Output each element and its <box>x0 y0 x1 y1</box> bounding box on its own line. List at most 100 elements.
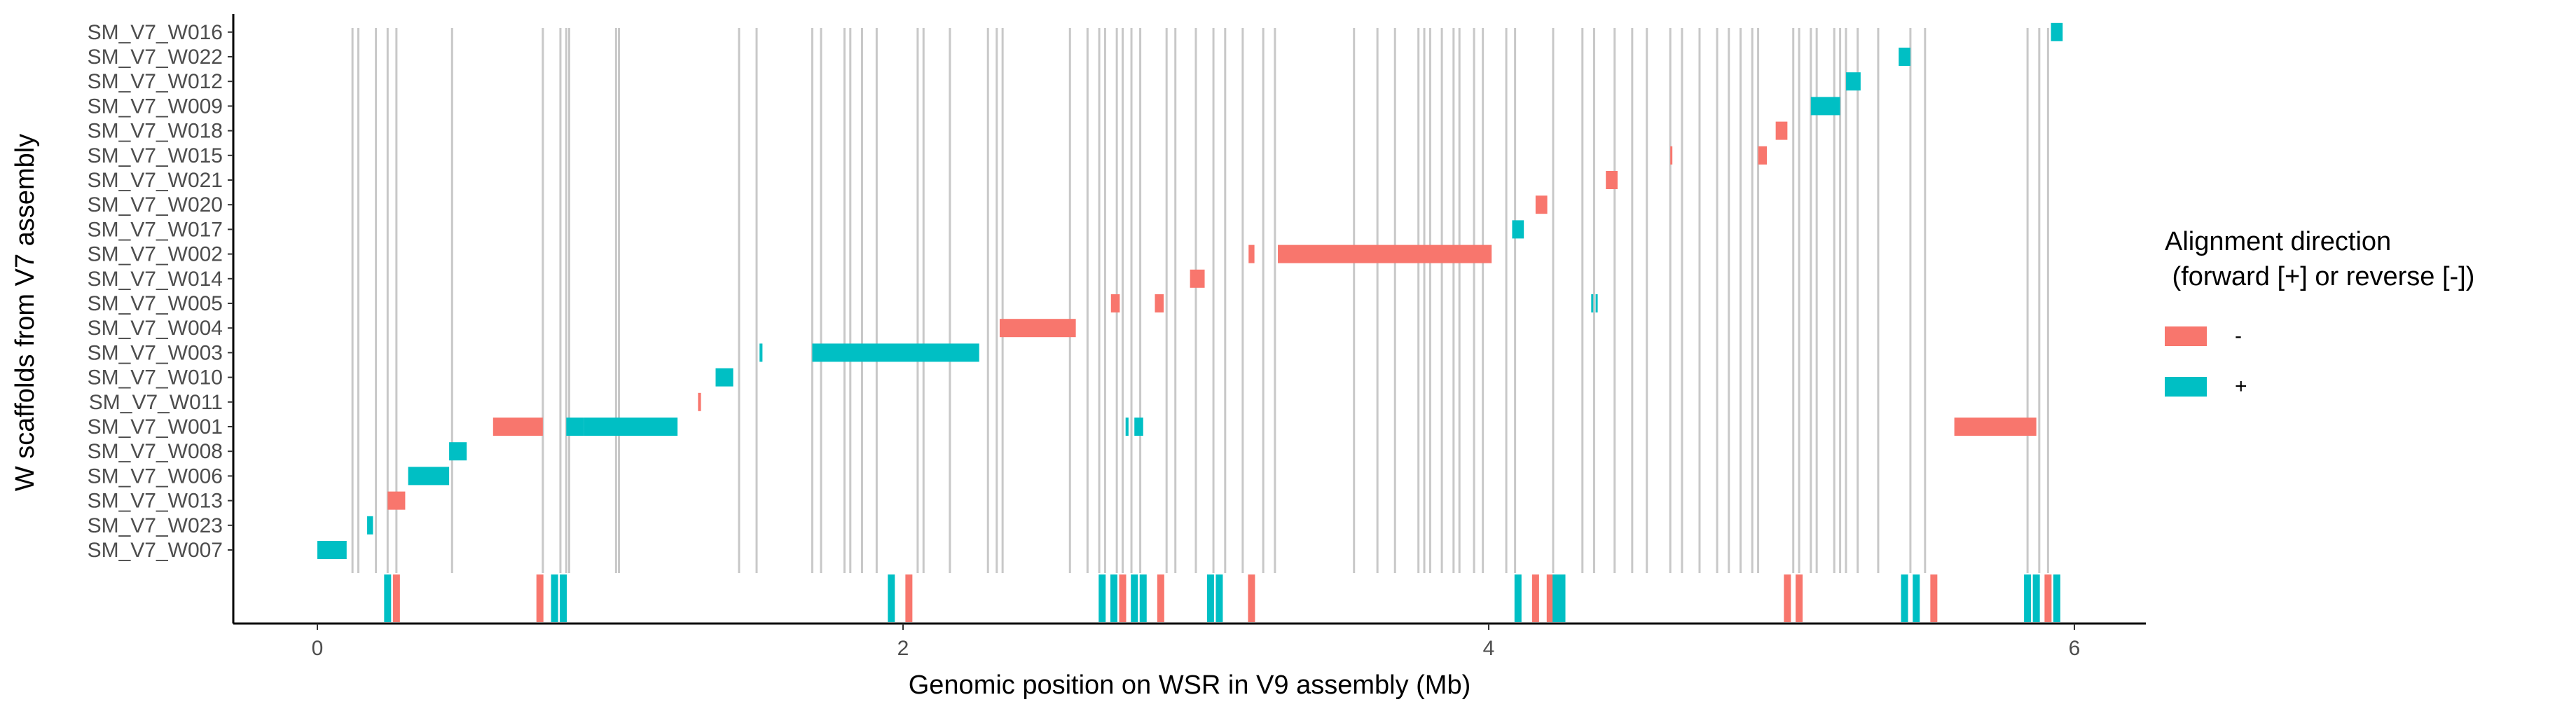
rug-tick <box>1215 574 1223 622</box>
y-axis-title: W scaffolds from V7 assembly <box>11 134 40 491</box>
alignment-segment <box>1954 418 2037 436</box>
alignment-segment <box>1535 195 1548 214</box>
rug-tick <box>392 574 400 622</box>
alignment-segment <box>1758 146 1768 165</box>
y-tick-label: SM_V7_W007 <box>88 539 223 562</box>
rug-tick <box>1206 574 1214 622</box>
alignment-segment <box>449 442 467 461</box>
alignment-segment <box>812 343 979 362</box>
rug-tick <box>1157 574 1164 622</box>
alignment-segments <box>317 22 2063 559</box>
rug-tick <box>2044 574 2052 622</box>
y-tick-labels: SM_V7_W007SM_V7_W023SM_V7_W013SM_V7_W006… <box>88 21 233 562</box>
axes <box>232 14 2146 625</box>
alignment-segment <box>1248 245 1255 263</box>
alignment-segment <box>759 343 763 362</box>
rug-tick <box>1098 574 1106 622</box>
legend-label-forward: + <box>2235 375 2247 398</box>
rug-tick <box>560 574 567 622</box>
rug-tick <box>2032 574 2040 622</box>
rug-tick <box>1796 574 1803 622</box>
y-tick-label: SM_V7_W008 <box>88 440 223 463</box>
alignment-segment <box>367 516 373 535</box>
rug-tick <box>1558 574 1566 622</box>
y-tick-label: SM_V7_W012 <box>88 70 223 93</box>
y-tick-label: SM_V7_W013 <box>88 490 223 513</box>
rug-tick <box>1131 574 1138 622</box>
y-tick-label: SM_V7_W005 <box>88 292 223 315</box>
rug-tick <box>551 574 558 622</box>
alignment-segment <box>1110 294 1120 312</box>
y-tick-label: SM_V7_W006 <box>88 464 223 488</box>
alignment-segment <box>715 368 733 387</box>
x-ticks: 0 2 4 6 <box>312 624 2081 660</box>
y-tick-label: SM_V7_W015 <box>88 144 223 167</box>
alignment-segment <box>1125 418 1129 436</box>
alignment-segment <box>1810 97 1840 116</box>
legend-key-reverse <box>2165 326 2207 346</box>
rug-tick <box>1119 574 1127 622</box>
y-tick-label: SM_V7_W014 <box>88 268 223 291</box>
alignment-segment <box>408 467 450 486</box>
alignment-segment <box>566 418 584 436</box>
y-tick-label: SM_V7_W018 <box>88 120 223 143</box>
y-tick-label: SM_V7_W003 <box>88 341 223 364</box>
rug-tick <box>1139 574 1147 622</box>
alignment-segment <box>1775 121 1788 140</box>
rug-tick <box>536 574 544 622</box>
legend: Alignment direction (forward [+] or reve… <box>2165 224 2557 412</box>
alignment-segment <box>1595 294 1598 312</box>
breakpoint-lines <box>351 28 2049 573</box>
rug-tick <box>1248 574 1255 622</box>
alignment-segment <box>698 392 701 411</box>
legend-key-forward <box>2165 377 2207 397</box>
rug-tick <box>384 574 392 622</box>
rug-tick <box>888 574 895 622</box>
alignment-segment <box>999 319 1076 338</box>
alignment-segment <box>584 418 678 436</box>
y-tick-label: SM_V7_W021 <box>88 169 223 192</box>
alignment-segment <box>1606 171 1618 189</box>
y-tick-label: SM_V7_W001 <box>88 415 223 439</box>
alignment-segment <box>1591 294 1594 312</box>
rug-tick <box>2053 574 2060 622</box>
alignment-segment <box>2051 22 2063 41</box>
alignment-segment <box>1155 294 1164 312</box>
rug-tick <box>1930 574 1938 622</box>
y-tick-label: SM_V7_W010 <box>88 366 223 390</box>
legend-item-forward: + <box>2165 362 2557 412</box>
legend-item-reverse: - <box>2165 311 2557 362</box>
rug-tick <box>1546 574 1554 622</box>
alignment-segment <box>1134 418 1143 436</box>
alignment-segment <box>1190 269 1205 288</box>
x-tick-label: 0 <box>312 637 324 660</box>
alignment-segment <box>1845 72 1861 91</box>
alignment-segment <box>317 541 347 559</box>
y-tick-label: SM_V7_W022 <box>88 46 223 69</box>
alignment-segment <box>493 418 543 436</box>
y-tick-label: SM_V7_W017 <box>88 218 223 241</box>
alignment-segment <box>387 491 406 510</box>
rug-tick <box>1531 574 1539 622</box>
alignment-segment <box>1899 48 1910 66</box>
x-tick-label: 2 <box>897 637 909 660</box>
y-tick-label: SM_V7_W004 <box>88 317 223 340</box>
rug-tick <box>1913 574 1920 622</box>
rug-tick <box>1901 574 1908 622</box>
x-axis-title: Genomic position on WSR in V9 assembly (… <box>909 670 1471 700</box>
rug-tick <box>1110 574 1117 622</box>
y-tick-label: SM_V7_W009 <box>88 95 223 118</box>
bottom-rug-ticks <box>384 574 2060 622</box>
rug-tick <box>2024 574 2032 622</box>
y-tick-label: SM_V7_W016 <box>88 21 223 44</box>
rug-tick <box>905 574 913 622</box>
rug-tick <box>1514 574 1522 622</box>
x-tick-label: 6 <box>2069 637 2081 660</box>
rug-tick <box>1784 574 1791 622</box>
rug-tick <box>1552 574 1560 622</box>
legend-label-reverse: - <box>2235 324 2242 347</box>
alignment-segment <box>1670 146 1673 165</box>
alignment-segment <box>1278 245 1492 263</box>
y-tick-label: SM_V7_W023 <box>88 514 223 537</box>
